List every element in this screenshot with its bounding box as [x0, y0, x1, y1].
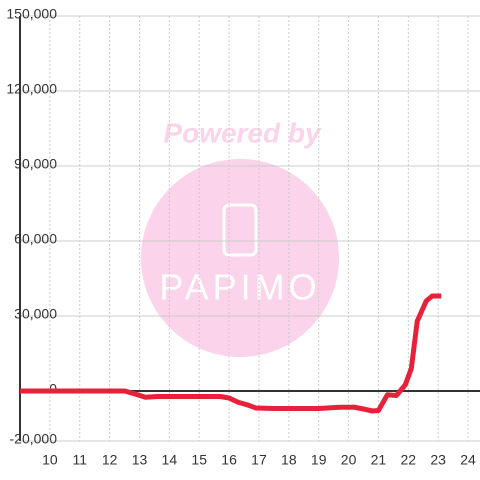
y-tick-label: 90,000 — [14, 156, 57, 172]
y-tick-label: -20,000 — [10, 431, 58, 447]
y-tick-label: 60,000 — [14, 231, 57, 247]
watermark-text: PAPIMO — [159, 267, 320, 308]
x-tick-label: 18 — [281, 452, 297, 468]
watermark-circle — [141, 159, 339, 357]
x-tick-label: 22 — [401, 452, 417, 468]
x-tick-label: 14 — [162, 452, 178, 468]
y-tick-label: 150,000 — [6, 6, 57, 22]
x-tick-label: 20 — [341, 452, 357, 468]
x-tick-label: 10 — [42, 452, 58, 468]
x-tick-label: 12 — [102, 452, 118, 468]
data-line — [20, 293, 442, 414]
x-tick-label: 19 — [311, 452, 327, 468]
x-tick-label: 24 — [460, 452, 476, 468]
watermark-text: Powered by — [163, 117, 322, 148]
x-tick-label: 17 — [251, 452, 267, 468]
watermark-icon — [222, 203, 258, 257]
x-tick-label: 16 — [221, 452, 237, 468]
x-tick-label: 13 — [132, 452, 148, 468]
x-tick-label: 11 — [72, 452, 87, 468]
x-tick-label: 23 — [430, 452, 446, 468]
x-tick-label: 21 — [371, 452, 387, 468]
y-tick-label: 30,000 — [14, 306, 57, 322]
x-tick-label: 15 — [191, 452, 207, 468]
